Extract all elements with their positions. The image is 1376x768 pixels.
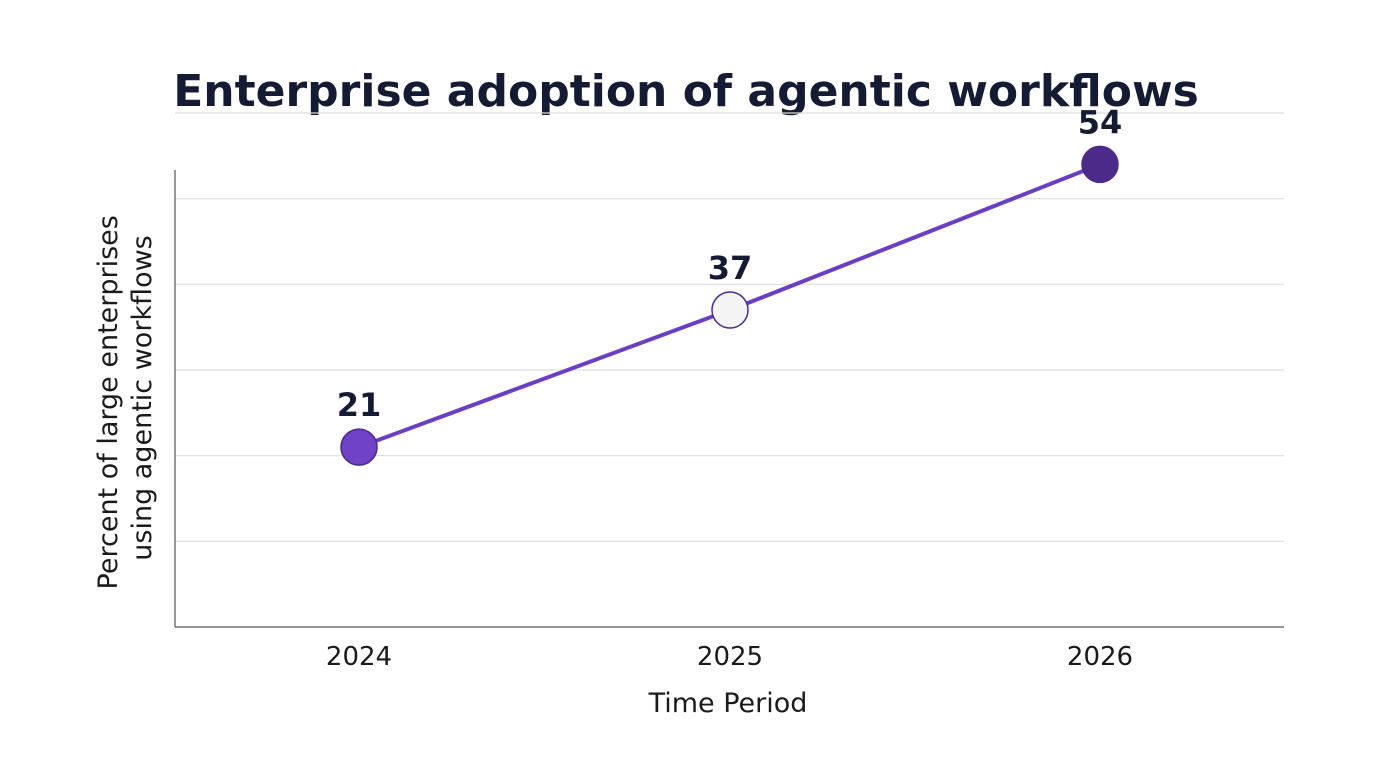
data-label-2025: 37 xyxy=(708,249,753,287)
y-axis-label: Percent of large enterprises using agent… xyxy=(93,207,158,590)
x-axis-label: Time Period xyxy=(648,688,808,719)
data-point-2024 xyxy=(340,428,378,466)
x-tick-label-2026: 2026 xyxy=(1067,642,1133,672)
x-tick-label-2024: 2024 xyxy=(326,642,392,672)
data-label-2026: 54 xyxy=(1078,103,1123,141)
x-tick-labels: 2024 2025 2026 xyxy=(326,642,1133,672)
y-axis-label-line-2: using agentic workflows xyxy=(127,235,158,560)
x-tick-label-2025: 2025 xyxy=(697,642,763,672)
y-axis-label-line-1: Percent of large enterprises xyxy=(93,215,124,589)
data-point-2026 xyxy=(1081,145,1119,184)
data-label-2024: 21 xyxy=(337,386,382,424)
data-point-2025 xyxy=(711,291,749,329)
chart-title: Enterprise adoption of agentic workflows xyxy=(173,66,1199,117)
series-group: 21 37 54 xyxy=(337,103,1123,466)
